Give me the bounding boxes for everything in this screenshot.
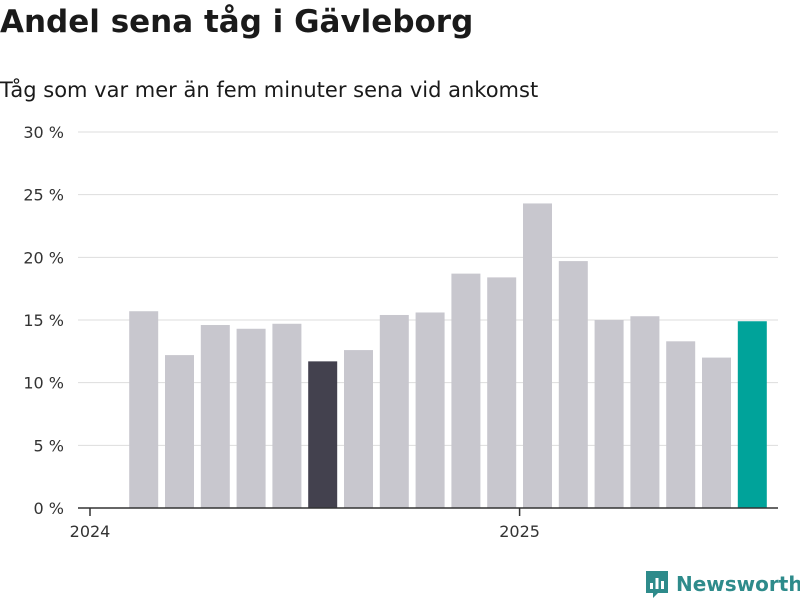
y-tick-label: 25 %	[23, 186, 64, 205]
bar-2024-05	[236, 328, 266, 508]
bar-2025-02	[558, 261, 588, 508]
bar-2025-01	[523, 203, 552, 508]
y-tick-label: 0 %	[34, 499, 64, 518]
bar-2025-07	[737, 321, 767, 508]
bar-2024-04	[200, 325, 230, 508]
brand-logo: Newsworthy	[644, 569, 800, 599]
bar-2024-03	[165, 355, 194, 508]
bar-2024-12	[487, 277, 517, 508]
bars	[129, 203, 767, 508]
bar-2024-07	[308, 361, 338, 508]
x-tick-label: 2025	[499, 522, 540, 541]
y-tick-label: 30 %	[23, 123, 64, 142]
x-tick-label: 2024	[70, 522, 111, 541]
bar-chart: 0 % 5 % 10 % 15 % 20 % 25 % 30 % 2024 2025	[23, 123, 778, 541]
bar-2025-05	[666, 341, 696, 508]
chart-subtitle: Tåg som var mer än fem minuter sena vid …	[0, 78, 539, 102]
bar-2024-08	[344, 350, 373, 508]
bar-2025-04	[630, 316, 660, 508]
brand-name: Newsworthy	[676, 572, 800, 596]
y-tick-label: 15 %	[23, 311, 64, 330]
x-axis: 2024 2025	[70, 507, 778, 541]
bar-chart-speech-bubble-icon	[646, 571, 668, 598]
bar-2024-09	[379, 314, 409, 508]
y-tick-label: 10 %	[23, 374, 64, 393]
bar-2024-02	[129, 311, 159, 508]
y-tick-label: 20 %	[23, 248, 64, 267]
chart-title: Andel sena tåg i Gävleborg	[0, 4, 474, 40]
bar-2024-06	[272, 323, 302, 508]
bar-2025-03	[594, 320, 624, 508]
bar-2024-10	[415, 312, 445, 508]
bar-2024-11	[451, 273, 481, 508]
bar-2025-06	[702, 357, 731, 508]
y-tick-label: 5 %	[34, 436, 64, 455]
